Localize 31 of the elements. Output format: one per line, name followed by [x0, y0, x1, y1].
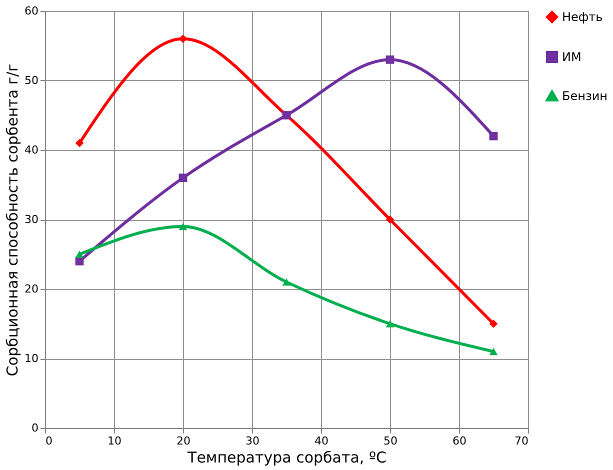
y-tick-label: 30 [24, 213, 38, 226]
point [75, 138, 84, 148]
point [178, 174, 188, 182]
point [489, 132, 498, 140]
legend-label: ИМ [562, 50, 582, 64]
x-tick-label: 60 [452, 434, 466, 448]
point [386, 320, 394, 328]
y-axis-title: Сорбционная способность сорбента г/г [4, 64, 22, 376]
x-tick-label: 50 [384, 434, 398, 448]
y-tick-label: 60 [24, 4, 38, 18]
point [178, 222, 188, 230]
x-tick-label: 20 [176, 434, 190, 448]
x-tick-label: 0 [46, 434, 52, 448]
x-tick-label: 10 [108, 434, 122, 448]
point [489, 348, 498, 356]
x-tick-label: 70 [514, 434, 528, 448]
y-tick-label: 10 [24, 352, 38, 365]
point [386, 55, 394, 64]
y-tick-label: 50 [24, 74, 38, 87]
point [75, 250, 84, 258]
y-tick-label: 40 [24, 144, 38, 156]
point [386, 215, 394, 224]
legend-label: Нефть [562, 10, 603, 24]
point [282, 278, 291, 286]
y-tick-label: 0 [32, 422, 38, 434]
y-tick-label: 20 [24, 282, 38, 296]
x-axis-title: Температура сорбата, ºС [186, 448, 386, 466]
point [489, 320, 498, 328]
legend-label: Бензин [562, 89, 608, 103]
x-tick-label: 40 [314, 434, 328, 448]
x-tick-label: 30 [246, 434, 260, 448]
